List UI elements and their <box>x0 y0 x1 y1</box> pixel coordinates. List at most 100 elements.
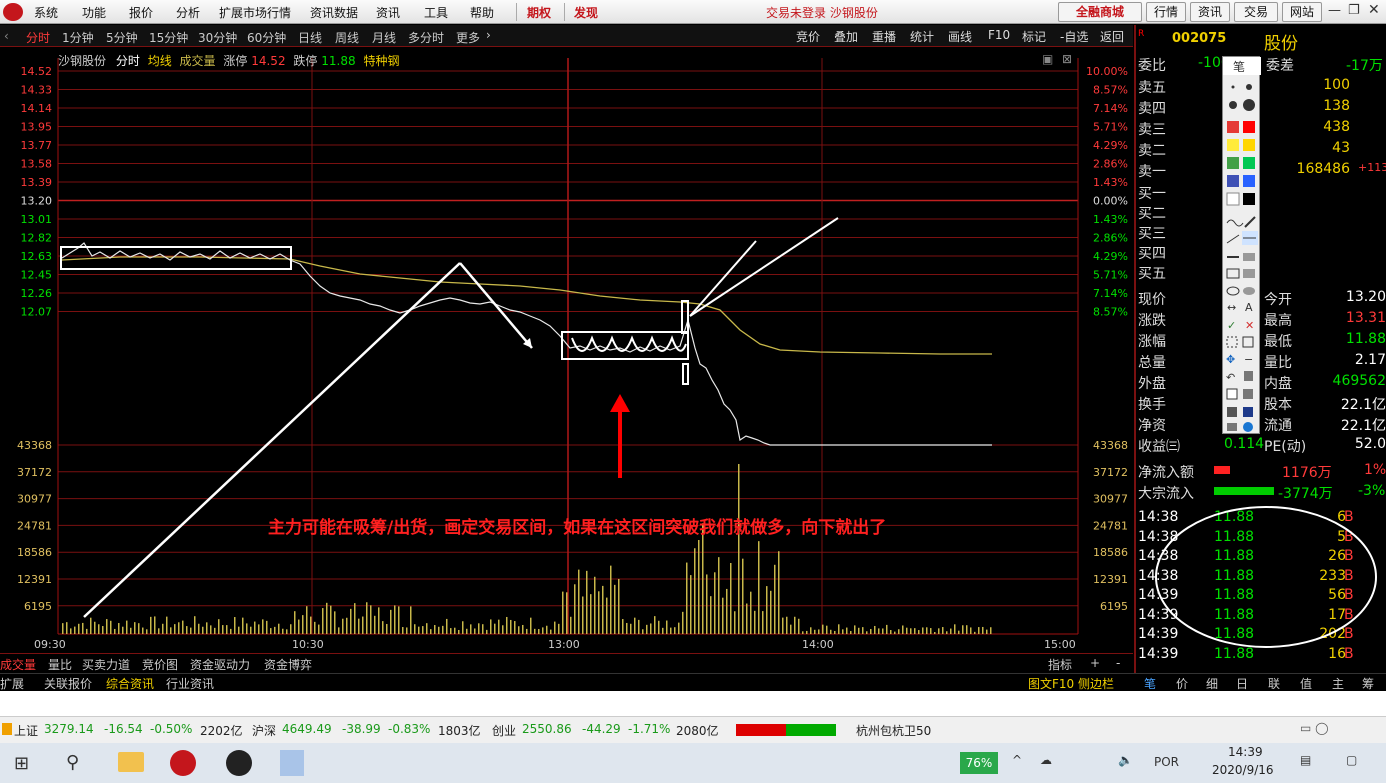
move-tool-icon[interactable]: ✥ <box>1226 353 1235 366</box>
period-timeshare[interactable]: 分时 <box>26 31 51 45</box>
period-daily[interactable]: 日线 <box>298 31 323 45</box>
zoom-tool-icon[interactable] <box>1242 336 1254 348</box>
period-5min[interactable]: 5分钟 <box>106 31 138 45</box>
period-monthly[interactable]: 月线 <box>372 31 397 45</box>
color-brightblue-icon[interactable] <box>1243 175 1255 187</box>
buy-level-row[interactable]: 买四 <box>1136 243 1386 263</box>
index-cy-name[interactable]: 创业 <box>492 724 517 738</box>
tab-volume[interactable]: 成交量 <box>0 658 37 672</box>
color-red-icon[interactable] <box>1227 121 1239 133</box>
menu-analysis[interactable]: 分析 <box>176 6 201 20</box>
stat-row[interactable]: 总量95量比2.17 <box>1136 352 1386 372</box>
sell-level-row[interactable]: 卖二 43 <box>1136 140 1386 160</box>
color-lime-icon[interactable] <box>1243 157 1255 169</box>
tray-icons[interactable]: ▭ ◯ <box>1300 721 1329 735</box>
tick-row[interactable]: 14:39 11.88 56 B <box>1136 587 1386 607</box>
tab-price[interactable]: 价 <box>1176 677 1189 691</box>
website-button[interactable]: 网站 <box>1282 2 1322 22</box>
period-weekly[interactable]: 周线 <box>335 31 360 45</box>
obs-icon[interactable] <box>226 750 252 776</box>
double-arrow-tool-icon[interactable]: ↔ <box>1227 301 1236 314</box>
dot-small-icon[interactable] <box>1231 85 1235 89</box>
paint-icon[interactable] <box>280 750 304 776</box>
color-white-icon[interactable] <box>1226 192 1240 206</box>
tab-f10-sidebar[interactable]: 图文F10 侧边栏 <box>1028 677 1114 691</box>
battery-indicator[interactable]: 76% <box>960 752 998 774</box>
file-explorer-icon[interactable] <box>118 752 144 772</box>
close-icon[interactable]: ✕ <box>1368 2 1380 18</box>
tab-day[interactable]: 日 <box>1236 677 1249 691</box>
buy-level-row[interactable]: 买三 <box>1136 223 1386 243</box>
stock-app-icon[interactable] <box>170 750 196 776</box>
tab-chips[interactable]: 筹 <box>1362 677 1375 691</box>
menu-help[interactable]: 帮助 <box>470 6 495 20</box>
chart-close-icon[interactable]: ⊠ <box>1062 52 1073 66</box>
period-30min[interactable]: 30分钟 <box>198 31 238 45</box>
tab-zoom-out[interactable]: - <box>1116 656 1121 670</box>
btn-back[interactable]: 返回 <box>1100 30 1125 44</box>
btn-stats[interactable]: 统计 <box>910 30 935 44</box>
select-tool-icon[interactable] <box>1226 336 1238 348</box>
sell-level-row[interactable]: 卖一 168486 +113 <box>1136 161 1386 181</box>
tab-link[interactable]: 联 <box>1268 677 1281 691</box>
chevron-left-icon[interactable]: ‹ <box>4 29 9 43</box>
stat-row[interactable]: 涨跌-1最高13.31 <box>1136 310 1386 330</box>
period-more[interactable]: 更多 <box>456 31 481 45</box>
tab-auction-chart[interactable]: 竞价图 <box>142 658 179 672</box>
stat-row[interactable]: 净资 流通 22.1亿 <box>1136 415 1386 435</box>
intraday-chart[interactable]: 14.52 10.00% 14.33 8.57% 14.14 7.14% 13.95 5.71… <box>0 48 1133 653</box>
btn-replay[interactable]: 重播 <box>872 30 897 44</box>
period-60min[interactable]: 60分钟 <box>247 31 287 45</box>
mall-button[interactable]: 全融商城 <box>1058 2 1142 22</box>
color-gold-icon[interactable] <box>1243 139 1255 151</box>
sell-level-row[interactable]: 卖三 438 <box>1136 119 1386 139</box>
period-multi[interactable]: 多分时 <box>408 31 445 45</box>
ellipse-tool-icon[interactable] <box>1226 286 1240 296</box>
menu-quote[interactable]: 报价 <box>129 6 154 20</box>
trash-icon[interactable] <box>1244 371 1253 381</box>
btn-overlay[interactable]: 叠加 <box>834 30 859 44</box>
menu-function[interactable]: 功能 <box>82 6 107 20</box>
trade-button[interactable]: 交易 <box>1234 2 1278 22</box>
color-blue-icon[interactable] <box>1227 175 1239 187</box>
quotes-button[interactable]: 行情 <box>1146 2 1186 22</box>
stat-row[interactable]: 涨幅-1最低11.88 <box>1136 331 1386 351</box>
index-sh-name[interactable]: 上证 <box>14 724 39 738</box>
index-hs-name[interactable]: 沪深 <box>252 724 277 738</box>
tab-vol-ratio[interactable]: 量比 <box>48 658 73 672</box>
tab-industry-news[interactable]: 行业资讯 <box>166 677 215 691</box>
btn-remove-fav[interactable]: -自选 <box>1060 30 1089 44</box>
buy-level-row[interactable]: 买二 <box>1136 203 1386 223</box>
period-1min[interactable]: 1分钟 <box>62 31 94 45</box>
color-brightred-icon[interactable] <box>1243 121 1255 133</box>
period-15min[interactable]: 15分钟 <box>149 31 189 45</box>
menu-info[interactable]: 资讯 <box>376 6 401 20</box>
menu-ext-market[interactable]: 扩展市场行情 <box>219 6 292 20</box>
tab-general-news[interactable]: 综合资讯 <box>106 677 155 691</box>
sell-level-row[interactable]: 卖四 138 <box>1136 98 1386 118</box>
stat-row[interactable]: 外盘46内盘469562 <box>1136 373 1386 393</box>
buy-level-row[interactable]: 买五 <box>1136 263 1386 283</box>
curve-tool-icon[interactable] <box>1226 219 1244 227</box>
sell-level-row[interactable]: 卖五 100 <box>1136 77 1386 97</box>
windows-start-icon[interactable]: ⊞ <box>14 753 30 774</box>
stat-row[interactable]: 收益㈢ 0.114 PE(动) 52.0 <box>1136 436 1386 456</box>
tab-value[interactable]: 值 <box>1300 677 1313 691</box>
color-black-icon[interactable] <box>1243 193 1255 205</box>
tray-chevron-icon[interactable]: ^ <box>1012 753 1023 767</box>
paste-icon[interactable] <box>1243 389 1253 399</box>
cloud-icon[interactable]: ☁ <box>1040 753 1052 767</box>
minimize-icon[interactable]: — <box>1328 3 1341 18</box>
tab-buy-sell-force[interactable]: 买卖力道 <box>82 658 131 672</box>
dot-xlarge-icon[interactable] <box>1243 99 1255 111</box>
tab-fund-game[interactable]: 资金博弈 <box>264 658 313 672</box>
save-icon[interactable] <box>1243 407 1253 417</box>
buy-level-row[interactable]: 买一 <box>1136 183 1386 203</box>
search-icon[interactable]: ⚲ <box>66 752 80 773</box>
info-icon[interactable] <box>1243 422 1253 432</box>
menu-info-data[interactable]: 资讯数据 <box>310 6 359 20</box>
volume-icon[interactable]: 🔈 <box>1118 753 1133 767</box>
chart-settings-icon[interactable]: ▣ <box>1042 52 1054 66</box>
tick-row[interactable]: 14:38 11.88 26 B <box>1136 548 1386 568</box>
filled-rect-tool-icon[interactable] <box>1243 269 1255 278</box>
